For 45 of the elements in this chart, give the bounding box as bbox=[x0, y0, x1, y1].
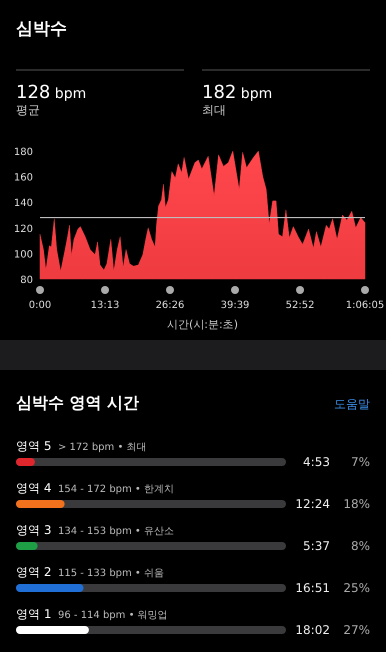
bar bbox=[16, 500, 65, 508]
data-label: 8% bbox=[350, 539, 370, 553]
bar bbox=[16, 542, 38, 550]
annotation: 115 - 133 bpm • 쉬움 bbox=[58, 568, 164, 579]
x-tick-label: 1:06:05 bbox=[346, 300, 384, 311]
text: 4:53 bbox=[303, 455, 330, 469]
y-tick-label: 영역 2 bbox=[16, 565, 52, 579]
text: 18:02 bbox=[295, 623, 330, 637]
chart-title: 심박수 bbox=[16, 19, 67, 39]
bar bbox=[16, 626, 89, 634]
text: 최대 bbox=[202, 103, 226, 117]
y-tick-label: 영역 3 bbox=[16, 523, 52, 537]
text: 128 bpm bbox=[16, 82, 86, 103]
x-axis-title: 시간(시:분:초) bbox=[167, 318, 238, 331]
y-tick-label: 영역 4 bbox=[16, 481, 52, 495]
text: 5:37 bbox=[303, 539, 330, 553]
text: 12:24 bbox=[295, 497, 330, 511]
chart-title: 심박수 영역 시간 bbox=[16, 393, 140, 412]
x-tick-label: 13:13 bbox=[90, 300, 120, 311]
y-tick-label: 영역 1 bbox=[16, 607, 52, 621]
annotation: 96 - 114 bpm • 워밍업 bbox=[58, 610, 168, 621]
bar bbox=[16, 458, 35, 466]
annotation: 134 - 153 bpm • 유산소 bbox=[58, 526, 174, 537]
x-tick-label: 52:52 bbox=[286, 300, 314, 311]
data-label: 25% bbox=[343, 581, 370, 595]
text: 182 bpm bbox=[202, 82, 272, 103]
data-label: 7% bbox=[350, 455, 370, 469]
x-tick-label: 26:26 bbox=[156, 300, 184, 311]
y-tick-label: 140 bbox=[14, 198, 33, 210]
bar bbox=[16, 584, 84, 592]
x-tick-label: 0:00 bbox=[28, 300, 52, 311]
text: 도움말 bbox=[334, 397, 370, 411]
text: 16:51 bbox=[295, 581, 330, 595]
y-tick-label: 160 bbox=[14, 172, 33, 184]
x-tick-label: 39:39 bbox=[220, 300, 250, 311]
y-tick-label: 영역 5 bbox=[16, 439, 52, 453]
annotation: > 172 bpm • 최대 bbox=[58, 442, 147, 453]
annotation: 154 - 172 bpm • 한계치 bbox=[58, 484, 174, 495]
y-tick-label: 120 bbox=[14, 224, 33, 235]
y-tick-label: 80 bbox=[20, 275, 33, 286]
y-tick-label: 100 bbox=[14, 249, 33, 260]
data-label: 27% bbox=[343, 623, 370, 637]
text: 평균 bbox=[16, 103, 40, 117]
data-label: 18% bbox=[343, 497, 370, 511]
y-tick-label: 180 bbox=[14, 147, 33, 158]
